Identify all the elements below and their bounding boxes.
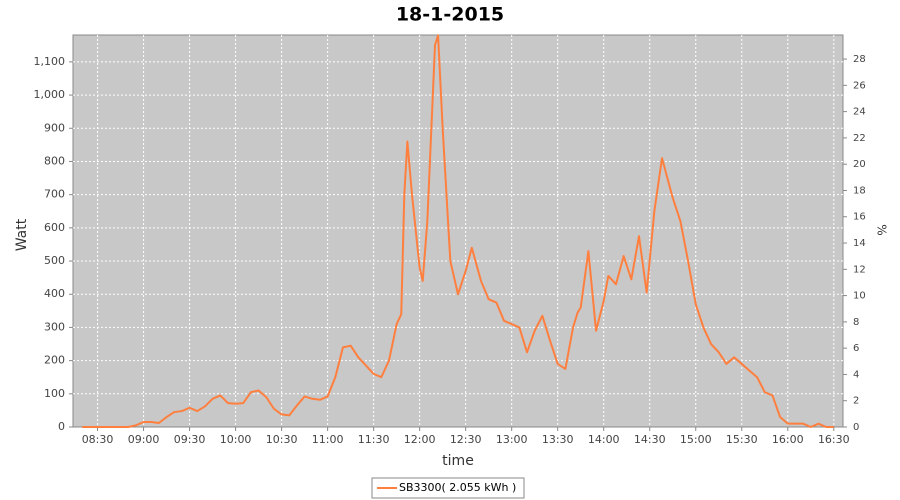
x-tick-label: 13:00 [496,433,528,446]
y-tick-label: 100 [44,387,65,400]
data-line [82,34,834,428]
plot-area [72,34,844,428]
y2-tick-label: 6 [853,343,859,354]
y2-tick-label: 4 [853,369,859,380]
y-tick-label: 200 [44,354,65,367]
x-tick-label: 09:00 [128,433,160,446]
x-tick-label: 15:30 [726,433,758,446]
y2-tick-label: 22 [853,133,866,144]
y-axis-label: Watt [14,218,30,251]
y2-tick-label: 0 [853,422,859,433]
x-tick-label: 10:00 [220,433,252,446]
legend [371,477,525,499]
legend-label: SB3300( 2.055 kWh ) [399,481,516,494]
x-tick-label: 14:30 [634,433,666,446]
y2-tick-label: 26 [853,80,866,91]
y2-tick-label: 18 [853,185,866,196]
x-tick-label: 12:30 [450,433,482,446]
y-tick-label: 400 [44,287,65,300]
y2-tick-label: 20 [853,159,866,170]
y2-tick-label: 12 [853,264,866,275]
x-tick-label: 09:30 [174,433,206,446]
y2-tick-label: 8 [853,317,859,328]
x-tick-label: 15:00 [680,433,712,446]
y-tick-label: 700 [44,188,65,201]
x-tick-label: 13:30 [542,433,574,446]
y-tick-label: 500 [44,254,65,267]
y-tick-label: 600 [44,221,65,234]
y-tick-label: 1,000 [34,88,66,101]
x-tick-label: 08:30 [82,433,114,446]
y-tick-label: 0 [58,420,65,433]
x-tick-label: 16:00 [772,433,804,446]
y-tick-label: 800 [44,154,65,167]
y2-tick-label: 16 [853,212,866,223]
y-tick-label: 1,100 [34,55,66,68]
y2-tick-label: 24 [853,107,866,118]
x-tick-label: 10:30 [266,433,298,446]
x-tick-label: 14:00 [588,433,620,446]
y2-tick-label: 2 [853,396,859,407]
x-tick-label: 12:00 [404,433,436,446]
x-tick-label: 11:30 [358,433,390,446]
chart-title: 18-1-2015 [396,4,504,26]
y-tick-label: 900 [44,121,65,134]
y2-tick-label: 14 [853,238,866,249]
y2-axis-label: % [875,224,889,235]
x-tick-label: 11:00 [312,433,344,446]
y-tick-label: 300 [44,320,65,333]
x-axis-label: time [442,453,474,469]
y2-tick-label: 10 [853,291,866,302]
y2-tick-label: 28 [853,54,866,65]
x-tick-label: 16:30 [818,433,850,446]
